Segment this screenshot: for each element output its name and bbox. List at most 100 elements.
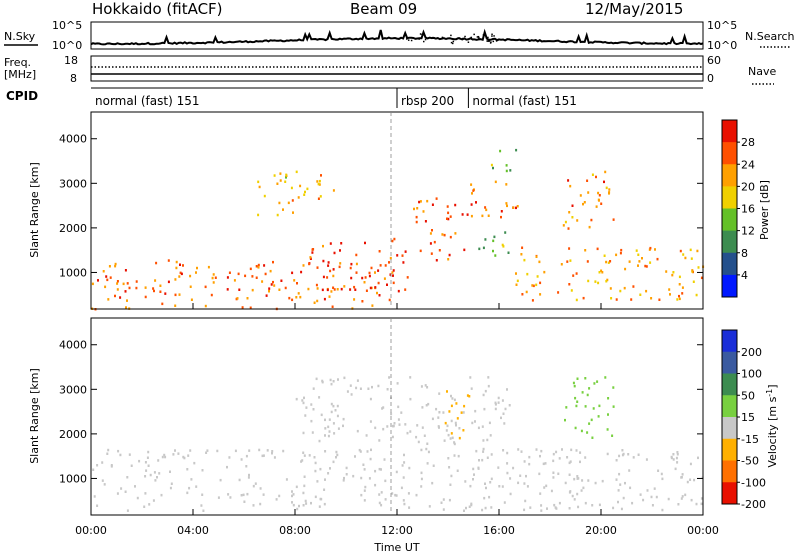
data-cell [509, 169, 512, 172]
data-cell [117, 449, 120, 453]
data-cell [638, 260, 641, 263]
data-cell [697, 456, 699, 460]
data-cell [466, 213, 469, 216]
data-cell [262, 493, 265, 496]
data-cell [419, 200, 422, 203]
data-cell [202, 509, 205, 512]
data-cell [470, 203, 473, 206]
data-cell [352, 474, 355, 478]
data-cell [144, 461, 147, 464]
data-cell [187, 454, 190, 457]
data-cell [397, 418, 400, 421]
data-cell [393, 237, 396, 241]
data-cell [319, 195, 322, 198]
data-cell [326, 288, 329, 292]
data-cell [649, 246, 652, 250]
data-cell [238, 288, 241, 291]
data-cell [471, 421, 474, 425]
data-cell [503, 422, 506, 425]
data-cell [350, 262, 353, 266]
nsearch-dot [486, 40, 488, 42]
data-cell [415, 493, 418, 497]
data-cell [386, 425, 389, 428]
data-cell [120, 487, 123, 490]
nsearch-dot [473, 33, 475, 36]
data-cell [465, 506, 467, 510]
data-cell [669, 293, 671, 296]
data-cell [332, 268, 335, 271]
data-cell [481, 458, 484, 462]
data-cell [426, 386, 429, 389]
data-cell [492, 166, 494, 170]
data-cell [252, 484, 255, 488]
data-cell [318, 439, 321, 443]
data-cell [426, 199, 429, 203]
data-cell [178, 293, 181, 296]
data-cell [505, 164, 508, 167]
data-cell [295, 397, 298, 401]
data-cell [330, 382, 333, 386]
data-cell [440, 501, 443, 504]
data-cell [311, 251, 314, 254]
data-cell [695, 502, 698, 506]
data-cell [567, 179, 570, 182]
data-cell [328, 418, 331, 421]
data-cell [676, 453, 679, 456]
data-cell [333, 288, 336, 291]
data-cell [603, 254, 606, 257]
data-cell [264, 272, 267, 276]
data-cell [677, 503, 680, 506]
data-cell [147, 464, 150, 467]
data-cell [297, 292, 300, 295]
data-cell [406, 276, 409, 279]
data-cell [615, 253, 618, 257]
ytick-label: 4000 [59, 133, 87, 146]
data-cell [689, 248, 692, 252]
data-cell [502, 245, 505, 248]
data-cell [463, 509, 465, 512]
data-cell [645, 458, 648, 461]
data-cell [571, 216, 574, 219]
data-cell [609, 260, 612, 263]
data-cell [568, 507, 571, 510]
nsearch-dot [450, 41, 453, 44]
data-cell [569, 490, 572, 493]
data-cell [278, 288, 281, 291]
data-cell [291, 490, 293, 493]
data-cell [487, 384, 490, 388]
data-cell [574, 426, 577, 430]
data-cell [672, 458, 675, 461]
data-cell [569, 460, 572, 463]
data-cell [315, 283, 318, 287]
data-cell [400, 411, 403, 414]
data-cell [291, 271, 294, 275]
data-cell [531, 299, 534, 302]
data-cell [649, 261, 652, 264]
colorbar-tick-label: 24 [741, 158, 755, 171]
data-cell [671, 273, 674, 277]
data-cell [378, 493, 381, 496]
data-cell [526, 485, 529, 488]
data-cell [539, 281, 542, 285]
data-cell [160, 493, 163, 497]
data-cell [350, 393, 353, 396]
data-cell [248, 449, 251, 452]
data-cell [384, 264, 387, 267]
data-cell [259, 502, 262, 506]
data-cell [332, 422, 335, 425]
data-cell [268, 290, 270, 293]
data-cell [124, 490, 127, 493]
data-cell [657, 469, 660, 472]
data-cell [622, 496, 625, 500]
data-cell [295, 485, 298, 489]
data-cell [660, 472, 663, 476]
nsearch-dot [421, 33, 423, 36]
data-cell [595, 205, 598, 208]
data-cell [333, 251, 336, 255]
data-cell [302, 451, 305, 454]
data-cell [447, 433, 450, 437]
data-cell [464, 480, 467, 483]
data-cell [263, 264, 266, 267]
data-cell [327, 425, 330, 429]
data-cell [447, 457, 450, 460]
